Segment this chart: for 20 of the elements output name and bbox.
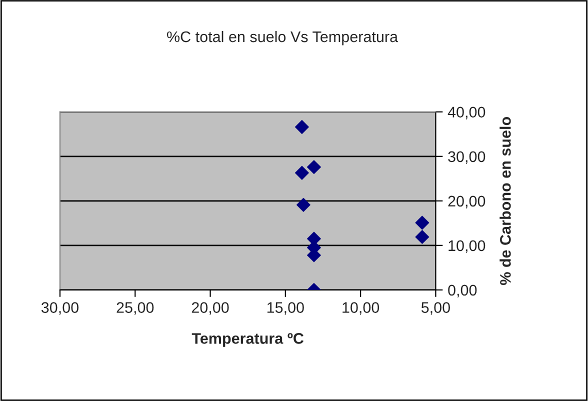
- x-tick-label: 15,00: [267, 302, 304, 315]
- x-tick-label: 25,00: [116, 302, 154, 315]
- x-tick-label: 5,00: [421, 302, 450, 315]
- y-tick-label: 40,00: [448, 106, 486, 120]
- x-axis-title: Temperatura ºC: [192, 333, 304, 347]
- point: [294, 166, 309, 180]
- point: [415, 230, 430, 244]
- x-tick-label: 30,00: [41, 302, 78, 315]
- point: [296, 198, 310, 212]
- y-tick-label: 10,00: [448, 240, 486, 253]
- y-tick-label: 30,00: [448, 151, 486, 164]
- y-tick-label: 0,00: [448, 284, 477, 298]
- y-tick-label: 20,00: [448, 196, 486, 208]
- point: [307, 160, 321, 174]
- point: [415, 216, 430, 230]
- x-tick-label: 20,00: [192, 302, 229, 315]
- point: [294, 120, 309, 134]
- y-axis-title: % de Carbono en suelo: [500, 117, 511, 285]
- chart-title: %C total en suelo Vs Temperatura: [167, 30, 398, 46]
- x-tick-label: 10,00: [342, 302, 380, 315]
